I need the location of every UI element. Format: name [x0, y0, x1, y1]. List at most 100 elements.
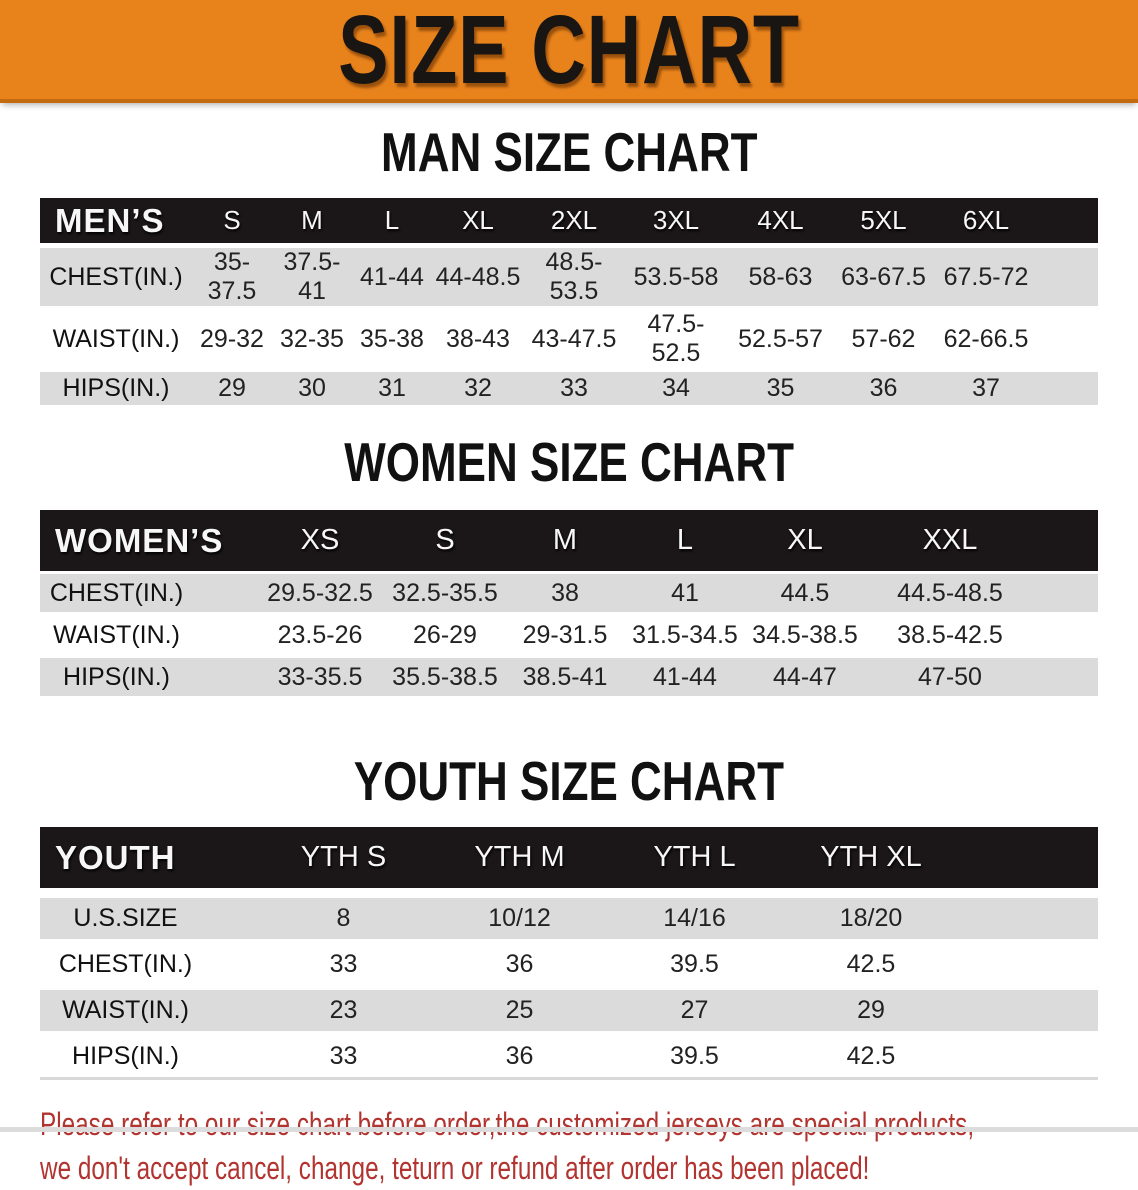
- size-column-header: 2XL: [524, 198, 624, 243]
- banner-title: SIZE CHART: [338, 0, 800, 104]
- size-value: 39.5: [607, 939, 782, 985]
- row-label: HIPS(IN.): [40, 654, 255, 696]
- size-column-header: S: [385, 510, 505, 571]
- size-column-header: XXL: [865, 510, 1035, 571]
- measurement-row: HIPS(IN.) 33 36 39.5 42.5: [40, 1031, 1098, 1077]
- size-value: 38: [505, 571, 625, 612]
- women-size-table: WOMEN’S XS S M L XL XXL CHEST(IN.) 29.5-32.5 32.…: [40, 510, 1098, 696]
- row-filler: [1035, 612, 1098, 654]
- size-value: 47-50: [865, 654, 1035, 696]
- size-column-header: YTH XL: [782, 827, 960, 888]
- size-column-header: L: [625, 510, 745, 571]
- women-size-chart-title-text: WOMEN SIZE CHART: [344, 431, 794, 493]
- size-value: 35.5-38.5: [385, 654, 505, 696]
- measurement-row: WAIST(IN.) 23.5-26 26-29 29-31.5 31.5-34.5 34…: [40, 612, 1098, 654]
- size-value: 43-47.5: [524, 306, 624, 368]
- measurement-row: HIPS(IN.) 29 30 31 32 33 34 35 36 37: [40, 368, 1098, 405]
- size-value: 42.5: [782, 1031, 960, 1077]
- size-column-header: M: [505, 510, 625, 571]
- size-column-header: 5XL: [833, 198, 934, 243]
- row-label: CHEST(IN.): [40, 939, 255, 985]
- row-filler: [960, 888, 1098, 939]
- size-column-header: YTH S: [255, 827, 432, 888]
- size-value: 33-35.5: [255, 654, 385, 696]
- size-column-header: L: [352, 198, 432, 243]
- size-value: 35-38: [352, 306, 432, 368]
- size-value: 44-48.5: [432, 243, 524, 306]
- row-label: HIPS(IN.): [40, 368, 192, 405]
- size-value: 62-66.5: [934, 306, 1038, 368]
- size-chart-banner: SIZE CHART: [0, 0, 1138, 103]
- table-corner-label: YOUTH: [40, 827, 255, 888]
- size-column-header: M: [272, 198, 352, 243]
- size-value: 38.5-42.5: [865, 612, 1035, 654]
- size-value: 29-32: [192, 306, 272, 368]
- size-value: 32.5-35.5: [385, 571, 505, 612]
- size-value: 31: [352, 368, 432, 405]
- size-value: 29: [192, 368, 272, 405]
- size-value: 35: [728, 368, 833, 405]
- size-value: 29: [782, 985, 960, 1031]
- header-filler: [1035, 510, 1098, 571]
- man-size-chart-title: MAN SIZE CHART: [0, 121, 1138, 183]
- size-value: 33: [524, 368, 624, 405]
- size-value: 48.5-53.5: [524, 243, 624, 306]
- size-value: 53.5-58: [624, 243, 728, 306]
- disclaimer: Please refer to our size chart before or…: [40, 1102, 1138, 1190]
- row-label: WAIST(IN.): [40, 306, 192, 368]
- measurement-row: U.S.SIZE 8 10/12 14/16 18/20: [40, 888, 1098, 939]
- row-filler: [1038, 368, 1098, 405]
- man-size-chart-title-text: MAN SIZE CHART: [380, 121, 758, 183]
- size-value: 23.5-26: [255, 612, 385, 654]
- size-value: 33: [255, 1031, 432, 1077]
- size-column-header: 6XL: [934, 198, 1038, 243]
- youth-size-chart-title-text: YOUTH SIZE CHART: [353, 750, 785, 812]
- disclaimer-line-1: Please refer to our size chart before or…: [40, 1106, 975, 1142]
- size-value: 32: [432, 368, 524, 405]
- youth-size-table: YOUTH YTH S YTH M YTH L YTH XL U.S.SIZE 8 10/1…: [40, 827, 1098, 1080]
- row-label: U.S.SIZE: [40, 888, 255, 939]
- size-value: 58-63: [728, 243, 833, 306]
- size-value: 26-29: [385, 612, 505, 654]
- size-value: 37.5-41: [272, 243, 352, 306]
- size-value: 37: [934, 368, 1038, 405]
- measurement-row: CHEST(IN.) 33 36 39.5 42.5: [40, 939, 1098, 985]
- size-value: 8: [255, 888, 432, 939]
- size-value: 23: [255, 985, 432, 1031]
- size-value: 42.5: [782, 939, 960, 985]
- youth-size-chart-title: YOUTH SIZE CHART: [0, 750, 1138, 812]
- size-value: 31.5-34.5: [625, 612, 745, 654]
- size-value: 36: [432, 1031, 607, 1077]
- row-filler: [1038, 243, 1098, 306]
- size-value: 36: [833, 368, 934, 405]
- size-value: 47.5-52.5: [624, 306, 728, 368]
- measurement-row: WAIST(IN.) 29-32 32-35 35-38 38-43 43-47.5 47.…: [40, 306, 1098, 368]
- size-value: 44.5-48.5: [865, 571, 1035, 612]
- size-column-header: XL: [745, 510, 865, 571]
- row-filler: [960, 1031, 1098, 1077]
- size-value: 67.5-72: [934, 243, 1038, 306]
- size-value: 18/20: [782, 888, 960, 939]
- measurement-row: WAIST(IN.) 23 25 27 29: [40, 985, 1098, 1031]
- size-value: 63-67.5: [833, 243, 934, 306]
- row-filler: [960, 939, 1098, 985]
- size-value: 27: [607, 985, 782, 1031]
- row-label: CHEST(IN.): [40, 571, 255, 612]
- size-value: 41: [625, 571, 745, 612]
- size-column-header: XL: [432, 198, 524, 243]
- row-label: WAIST(IN.): [40, 985, 255, 1031]
- size-column-header: XS: [255, 510, 385, 571]
- measurement-row: CHEST(IN.) 35-37.5 37.5-41 41-44 44-48.5 48.5…: [40, 243, 1098, 306]
- men-size-table: MEN’S S M L XL 2XL 3XL 4XL 5XL 6XL CHEST(IN.) 35-3…: [40, 198, 1098, 405]
- row-label: HIPS(IN.): [40, 1031, 255, 1077]
- women-size-chart-title: WOMEN SIZE CHART: [0, 431, 1138, 493]
- size-value: 41-44: [625, 654, 745, 696]
- measurement-row: HIPS(IN.) 33-35.5 35.5-38.5 38.5-41 41-44 44-…: [40, 654, 1098, 696]
- size-value: 14/16: [607, 888, 782, 939]
- size-value: 38.5-41: [505, 654, 625, 696]
- size-value: 36: [432, 939, 607, 985]
- measurement-row: CHEST(IN.) 29.5-32.5 32.5-35.5 38 41 44.5 44.5…: [40, 571, 1098, 612]
- size-value: 29.5-32.5: [255, 571, 385, 612]
- size-column-header: YTH L: [607, 827, 782, 888]
- size-value: 52.5-57: [728, 306, 833, 368]
